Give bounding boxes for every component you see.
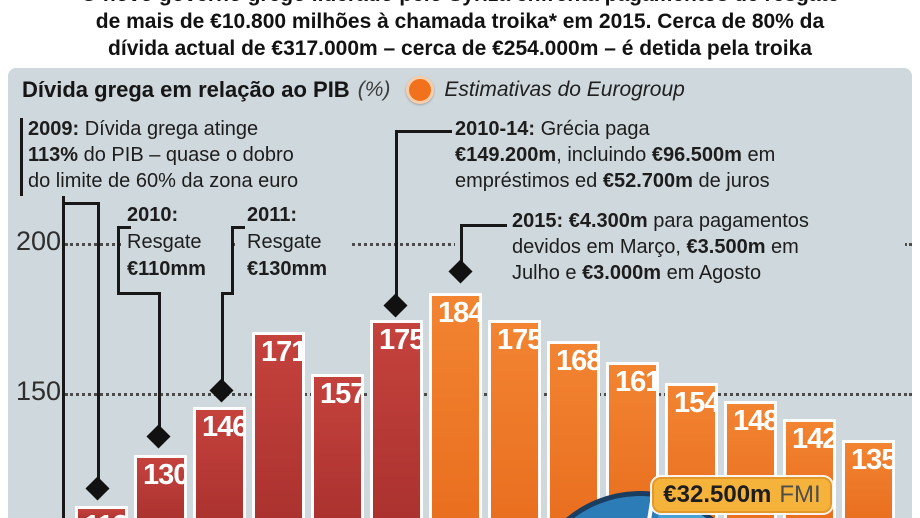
bar-actual-146: 146 xyxy=(193,407,246,518)
leader-line-2011-elbow xyxy=(221,292,234,295)
bar-value-label: 161 xyxy=(615,366,659,398)
leader-line-2009-bar xyxy=(20,118,23,196)
bar-value-label: 135 xyxy=(851,444,895,476)
leader-line-2010-14-elbow xyxy=(395,130,452,133)
bar-value-label: 154 xyxy=(674,387,718,419)
bar-estimate-175: 175 xyxy=(488,320,541,518)
bar-value-label: 184 xyxy=(438,297,482,329)
fmi-badge: €32.500m FMI xyxy=(652,477,832,513)
leader-line-2011-foot xyxy=(231,226,245,229)
fmi-badge-org: FMI xyxy=(779,481,821,508)
bar-actual-157: 157 xyxy=(311,374,364,518)
header-text: O novo governo grego liderado pelo Syriz… xyxy=(0,0,920,62)
leader-line-2010-bracket xyxy=(117,226,120,295)
fmi-badge-amount: €32.500m xyxy=(663,481,772,508)
bar-value-label: 171 xyxy=(261,336,305,368)
leader-line-2010-14-drop xyxy=(395,130,398,301)
y-axis-label-200: 200 xyxy=(16,226,62,256)
leader-line-2015-elbow xyxy=(460,224,507,227)
leader-line-2009-long xyxy=(62,196,65,518)
annotation-2009: 2009: Dívida grega atinge 113% do PIB – q… xyxy=(28,118,299,192)
bar-value-label: 113 xyxy=(84,511,125,518)
leader-line-2010-elbow xyxy=(117,292,161,295)
bar-value-label: 142 xyxy=(792,423,836,455)
bar-value-label: 168 xyxy=(556,345,600,377)
gridline-mask xyxy=(236,200,350,292)
annotation-2010: 2010: Resgate €110mm xyxy=(127,204,206,280)
bar-actual-175: 175 xyxy=(370,320,423,518)
bar-value-label: 130 xyxy=(143,459,187,491)
leader-line-2009-drop xyxy=(97,202,100,484)
legend-label: Estimativas do Eurogroup xyxy=(444,78,685,101)
bar-actual-113: 113 xyxy=(75,506,128,518)
header-line-2: de mais de €10.800 milhões à chamada tro… xyxy=(95,10,825,33)
chart-title-row: Dívida grega em relação ao PIB (%) Estim… xyxy=(22,76,685,104)
y-axis-label-150: 150 xyxy=(16,376,62,406)
annotation-2015: 2015: €4.300m para pagamentos devidos em … xyxy=(512,210,809,284)
leader-line-2010-drop xyxy=(158,292,161,432)
gridline-mask xyxy=(123,200,229,292)
leader-line-2011-drop xyxy=(221,292,224,386)
leader-line-2011-bracket xyxy=(231,226,234,295)
chart-unit: (%) xyxy=(357,78,391,101)
bar-estimate-184: 184 xyxy=(429,293,482,518)
gridline-mask xyxy=(455,200,905,295)
leader-line-2009-elbow xyxy=(62,202,100,205)
bar-value-label: 175 xyxy=(379,324,423,356)
bar-actual-130: 130 xyxy=(134,455,187,518)
header-line-3: dívida actual de €317.000m – cerca de €2… xyxy=(108,37,812,60)
bar-estimate-168: 168 xyxy=(547,341,600,518)
bar-value-label: 148 xyxy=(733,405,777,437)
leader-line-2015-drop xyxy=(460,224,463,267)
annotation-2010-14: 2010-14: Grécia paga €149.200m, incluindo… xyxy=(455,118,776,192)
bar-value-label: 157 xyxy=(320,378,364,410)
header-line-1: O novo governo grego liderado pelo Syriz… xyxy=(0,0,920,8)
bar-actual-171: 171 xyxy=(252,332,305,518)
bar-value-label: 146 xyxy=(202,411,246,443)
chart-title: Dívida grega em relação ao PIB xyxy=(22,77,350,102)
annotation-2011: 2011: Resgate €130mm xyxy=(247,204,328,280)
legend-marker-icon xyxy=(406,76,435,104)
bar-estimate-135: 135 xyxy=(842,440,895,518)
bar-value-label: 175 xyxy=(497,324,541,356)
leader-line-2010-foot xyxy=(117,226,131,229)
